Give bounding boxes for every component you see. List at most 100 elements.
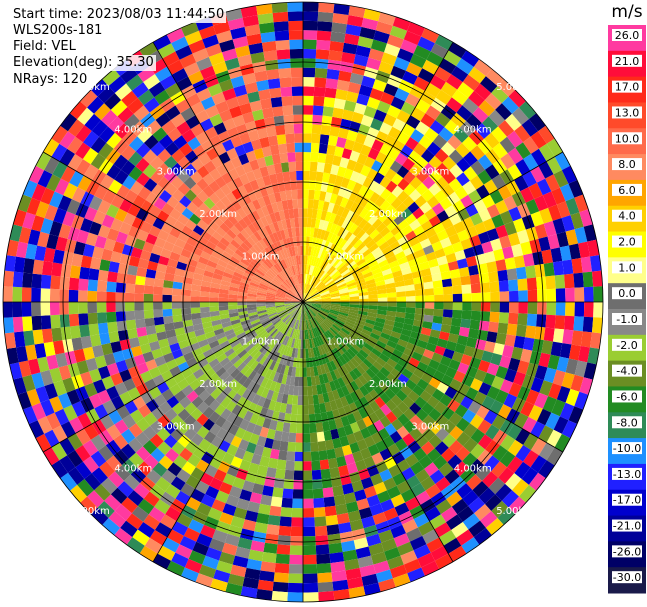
radar-gate [237,291,248,297]
radar-gate [542,396,557,413]
radar-gate [287,291,296,297]
radar-gate [367,147,380,160]
radar-gate [363,135,376,148]
radar-gate [154,499,171,515]
radar-gate [442,286,453,295]
radar-gate [349,306,359,311]
radar-gate [345,567,362,580]
radar-gate [213,348,225,359]
radar-gate [312,277,319,287]
radar-gate [414,195,427,208]
radar-gate [235,468,248,481]
radar-gate [528,113,546,132]
radar-gate [276,220,284,231]
radar-gate [276,307,286,313]
radar-gate [272,11,289,23]
radar-gate [336,280,346,287]
radar-gate [306,320,311,330]
radar-gate [190,157,204,171]
radar-gate [347,510,362,523]
radar-gate [260,317,270,324]
radar-gate [402,157,416,171]
radar-gate [137,89,155,106]
radar-gate [303,442,311,452]
radar-gate [445,340,457,352]
radar-gate [257,289,267,295]
radar-gate [209,292,220,298]
radar-gate [360,427,372,439]
radar-gate [205,485,220,499]
radar-gate [308,255,313,266]
radar-gate [151,348,163,360]
radar-gate [192,446,206,460]
radar-gate [365,225,376,236]
radar-gate [309,288,317,296]
radar-gate [449,164,464,179]
radar-gate [269,419,278,431]
radar-gate [314,237,320,248]
radar-gate [285,305,295,311]
radar-gate [171,36,189,52]
radar-gate [288,247,294,257]
radar-gate [181,295,191,302]
radar-gate [386,358,398,369]
radar-gate [246,299,257,302]
radar-gate [288,256,294,267]
radar-gate [288,337,294,348]
radar-gate [275,553,290,565]
radar-gate [483,179,498,195]
radar-gate [315,49,330,60]
radar-gate [101,248,113,262]
radar-gate [231,393,242,405]
radar-gate [264,379,273,390]
range-rings [2,1,604,603]
radar-gate [179,142,193,157]
radar-gate [163,421,177,435]
radar-gate [135,431,150,447]
radar-gate [183,176,197,190]
radar-gate [276,290,286,296]
radar-gate [559,183,575,202]
radar-gate [349,201,360,213]
radar-gate [561,372,575,389]
radar-gate [215,520,231,534]
radar-gate [35,386,50,403]
radar-gate [279,334,286,344]
radar-gate [273,163,283,174]
radar-gate [361,328,372,336]
radar-gate [227,524,243,538]
radar-gate [321,321,330,330]
radar-gate [76,360,89,375]
radar-gate [425,342,437,353]
radar-gate [64,238,77,254]
radar-gate [225,191,237,204]
radar-gate [592,317,603,334]
radar-gate [461,310,472,320]
radar-gate [83,130,99,148]
radar-gate [161,370,174,382]
radar-gate [359,331,370,340]
radar-gate [346,316,357,323]
radar-gate [126,74,144,91]
radar-gate [326,68,340,80]
radar-gate [170,476,186,491]
radar-gate [325,352,333,362]
radar-gate [90,334,102,347]
radar-gate [203,326,214,334]
radar-gate [386,485,401,499]
radar-gate [329,309,340,314]
radar-gate [60,421,76,438]
radar-gate [78,278,89,291]
radar-gate [231,188,243,200]
radar-gate [315,247,321,258]
radar-gate [404,312,415,320]
radar-gate [223,218,234,230]
radar-gate [260,98,273,110]
radar-gate [570,212,584,230]
radar-gate [154,89,171,105]
radar-gate [165,329,177,339]
radar-gate [340,302,350,305]
radar-gate [373,385,385,397]
radar-gate [353,355,363,365]
radar-gate [165,448,180,463]
